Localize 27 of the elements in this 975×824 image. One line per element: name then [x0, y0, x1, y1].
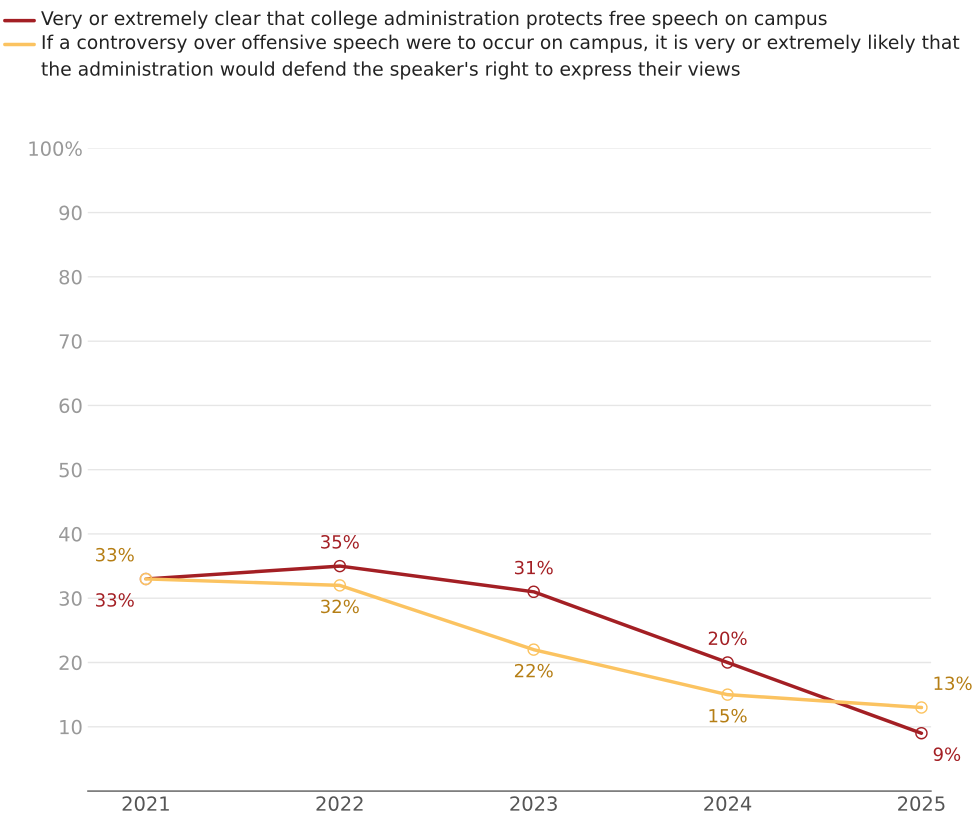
y-tick-label: 70 [60, 334, 82, 349]
y-tick-label: 10 [60, 720, 82, 734]
data-label: 33% [96, 593, 134, 607]
x-tick-label: 2024 [704, 796, 752, 811]
y-tick-label: 40 [59, 526, 82, 542]
legend-label: If a controversy over offensive speech were to occur on campus, it is very or extremely likely that the administration would defend the speaker's right to express their views [41, 34, 960, 80]
data-label: 33% [96, 548, 134, 562]
data-label: 32% [321, 600, 359, 614]
data-label: 20% [708, 631, 747, 646]
y-tick-label: 50 [60, 462, 82, 478]
data-label: 22% [514, 664, 553, 678]
y-tick-label: 100% [29, 141, 82, 156]
data-label: 31% [514, 560, 553, 574]
data-label: 9% [934, 747, 960, 762]
legend-label: Very or extremely clear that college administration protects free speech on campus [41, 10, 827, 29]
y-tick-label: 60 [60, 398, 82, 414]
y-tick-label: 20 [60, 655, 82, 670]
data-label: 13% [934, 676, 972, 690]
y-tick-label: 90 [59, 206, 82, 220]
x-tick-label: 2021 [122, 796, 169, 811]
x-tick-label: 2025 [898, 796, 944, 811]
data-label: 35% [321, 535, 359, 549]
x-tick-label: 2022 [316, 796, 363, 811]
y-tick-label: 80 [59, 270, 82, 285]
y-tick-label: 30 [60, 591, 82, 606]
data-label: 15% [709, 708, 747, 722]
x-tick-label: 2023 [510, 796, 557, 811]
